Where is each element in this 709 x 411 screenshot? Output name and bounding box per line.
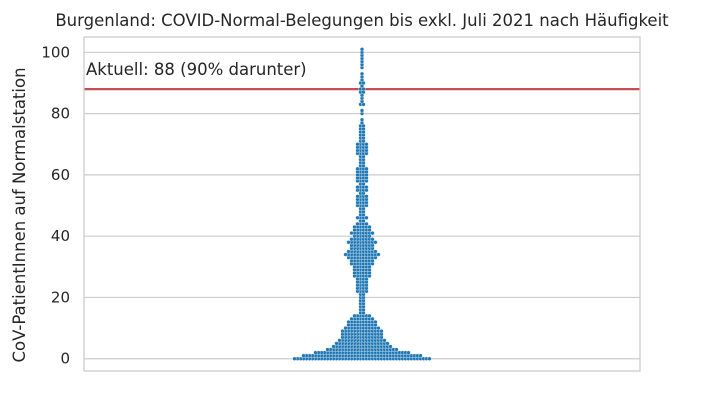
data-point [355, 221, 360, 226]
data-point [352, 224, 357, 230]
data-point [331, 344, 336, 349]
current-value-annotation: Aktuell: 88 (90% darunter) [86, 60, 307, 79]
data-point [359, 117, 365, 122]
data-point [325, 347, 330, 352]
data-point [359, 108, 365, 113]
data-point [364, 194, 369, 199]
data-point [394, 347, 399, 352]
data-point [370, 231, 375, 236]
data-point [406, 350, 411, 355]
data-point [355, 194, 360, 199]
y-axis-label: CoV-PatientInnen auf Normalstation [10, 67, 29, 362]
data-point [355, 215, 360, 220]
data-point [346, 240, 351, 245]
data-point [364, 215, 369, 220]
data-point [359, 47, 365, 52]
data-point [388, 344, 393, 349]
data-point [364, 185, 369, 190]
y-tick-label: 20 [51, 288, 70, 306]
data-point [355, 142, 360, 147]
data-point [340, 329, 345, 334]
data-point [367, 224, 372, 230]
data-point [355, 166, 360, 171]
data-point [352, 313, 357, 318]
y-tick-label: 60 [51, 166, 70, 184]
data-points [292, 47, 432, 361]
data-point [337, 338, 342, 343]
y-tick-label: 40 [51, 227, 70, 245]
data-point [385, 341, 390, 346]
data-point [373, 249, 378, 254]
data-point [373, 240, 378, 245]
data-point [349, 231, 354, 236]
data-point [355, 185, 360, 190]
data-point [346, 249, 351, 254]
data-point [370, 237, 375, 242]
data-point [364, 166, 369, 171]
y-tick-label: 80 [51, 105, 70, 123]
data-point [343, 252, 348, 257]
plot-frame [83, 36, 641, 372]
data-point [379, 329, 384, 334]
y-tick-labels: 0 20 40 60 80 100 [41, 43, 70, 367]
data-point [364, 142, 369, 147]
data-point [334, 341, 339, 346]
data-point [376, 326, 381, 331]
data-point [418, 353, 423, 358]
data-point [349, 316, 354, 321]
data-point [382, 338, 387, 343]
data-point [359, 71, 365, 76]
data-point [349, 237, 354, 242]
y-tick-label: 100 [41, 43, 70, 61]
data-point [346, 319, 351, 325]
data-point [373, 319, 378, 325]
data-point [376, 252, 381, 257]
data-point [343, 326, 348, 331]
y-tick-label: 0 [60, 350, 70, 368]
data-point [301, 353, 306, 358]
data-point [292, 356, 297, 361]
chart-title: Burgenland: COVID-Normal-Belegungen bis … [55, 11, 669, 30]
data-point [427, 356, 432, 361]
data-point [367, 313, 372, 318]
data-point [364, 221, 369, 226]
data-point [313, 350, 318, 355]
data-point [370, 316, 375, 321]
